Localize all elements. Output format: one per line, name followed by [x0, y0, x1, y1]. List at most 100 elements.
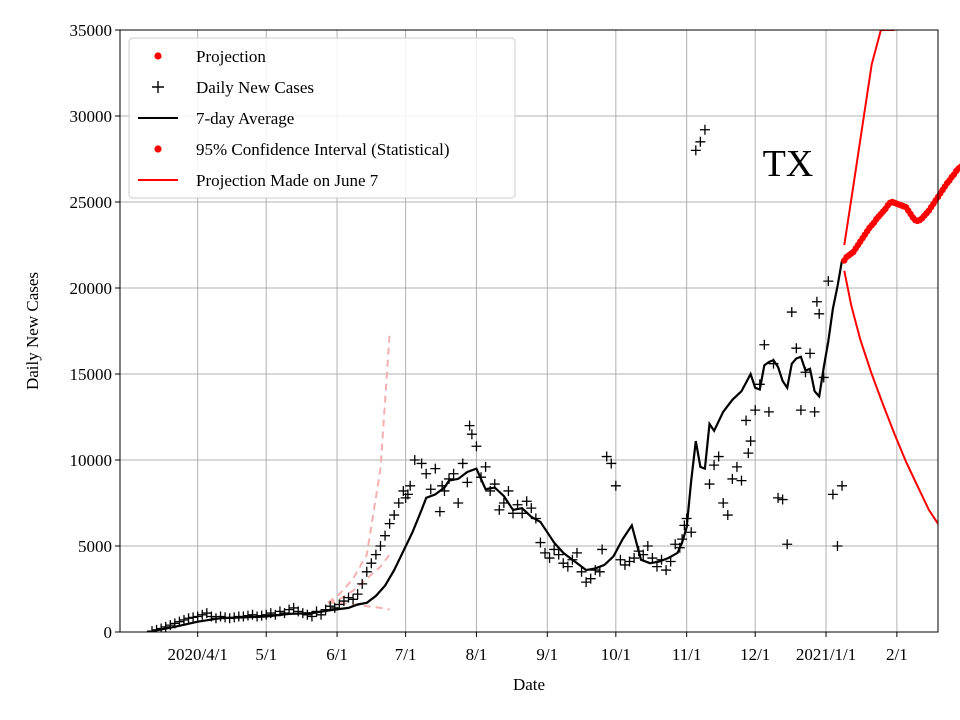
daily-case-point	[357, 578, 368, 589]
daily-case-point	[343, 592, 354, 603]
legend-label: Projection	[196, 47, 266, 66]
daily-case-point	[402, 489, 413, 500]
daily-case-point	[791, 343, 802, 354]
daily-case-point	[517, 508, 528, 519]
y-tick-label: 30000	[70, 107, 113, 126]
daily-case-point	[457, 458, 468, 469]
seven-day-average-series	[151, 260, 844, 632]
seven-day-average-line	[151, 260, 844, 632]
daily-case-point	[811, 296, 822, 307]
daily-case-point	[503, 485, 514, 496]
x-tick-label: 12/1	[740, 645, 770, 664]
daily-case-point	[261, 609, 272, 620]
daily-case-point	[393, 498, 404, 508]
daily-case-point	[448, 468, 459, 479]
daily-case-point	[421, 468, 432, 479]
daily-case-point	[539, 547, 550, 558]
daily-case-point	[480, 461, 491, 472]
daily-case-point	[699, 124, 710, 135]
daily-case-point	[690, 145, 701, 156]
x-tick-label: 2/1	[886, 645, 908, 664]
y-tick-label: 20000	[70, 279, 113, 298]
chart-annotation-tx: TX	[763, 143, 814, 185]
daily-case-point	[647, 553, 658, 564]
daily-case-point	[814, 308, 825, 319]
daily-case-point	[743, 448, 754, 459]
x-tick-label: 5/1	[255, 645, 277, 664]
y-tick-label: 5000	[78, 537, 112, 556]
daily-case-point	[805, 348, 816, 359]
daily-new-cases-series	[146, 124, 848, 632]
daily-case-point	[731, 461, 742, 472]
legend-label: Projection Made on June 7	[196, 171, 379, 190]
daily-case-point	[718, 498, 729, 508]
daily-case-point	[704, 479, 715, 490]
daily-case-point	[809, 406, 820, 417]
daily-case-point	[786, 307, 797, 318]
daily-case-point	[722, 510, 733, 521]
daily-case-point	[430, 463, 441, 474]
x-tick-label: 6/1	[326, 645, 348, 664]
daily-case-point	[471, 441, 482, 452]
projection-series	[841, 163, 960, 264]
x-axis-label: Date	[513, 675, 545, 694]
daily-case-point	[178, 614, 189, 625]
early-ci-upper-line	[327, 334, 391, 604]
daily-case-point	[562, 561, 573, 572]
daily-case-point	[553, 549, 564, 560]
daily-case-point	[709, 460, 720, 471]
daily-case-point	[606, 458, 617, 469]
x-tick-label: 2020/4/1	[167, 645, 227, 664]
daily-case-point	[576, 566, 587, 577]
x-tick-label: 8/1	[466, 645, 488, 664]
legend-label: Daily New Cases	[196, 78, 314, 97]
legend: Projection Daily New Cases 7-day Average 95…	[128, 37, 516, 199]
daily-case-point	[361, 566, 372, 577]
daily-case-point	[242, 610, 253, 621]
daily-case-point	[661, 565, 672, 576]
daily-case-point	[763, 406, 774, 417]
daily-case-point	[741, 415, 752, 426]
daily-case-point	[601, 451, 612, 462]
daily-case-point	[462, 477, 473, 488]
daily-case-point	[197, 609, 208, 620]
x-tick-label: 2021/1/1	[796, 645, 856, 664]
daily-case-point	[827, 489, 838, 500]
daily-case-point	[215, 611, 226, 622]
daily-case-point	[745, 436, 756, 447]
daily-case-point	[526, 503, 537, 514]
plot-frame	[119, 29, 939, 633]
daily-case-point	[375, 541, 386, 551]
daily-case-point	[464, 420, 475, 431]
daily-case-point	[665, 556, 676, 567]
daily-case-point	[453, 498, 464, 508]
daily-case-point	[597, 544, 608, 555]
daily-case-point	[727, 473, 738, 484]
daily-case-point	[494, 504, 505, 515]
daily-case-point	[405, 480, 416, 491]
daily-case-point	[293, 606, 304, 617]
y-axis-ticks: 0 5000 10000 15000 20000 25000 30000 35000	[70, 21, 120, 642]
daily-case-point	[247, 609, 258, 620]
daily-case-point	[837, 480, 848, 491]
daily-case-point	[759, 339, 770, 350]
y-tick-label: 10000	[70, 451, 113, 470]
y-axis-label: Daily New Cases	[23, 272, 42, 390]
daily-case-point	[188, 612, 199, 623]
legend-marker-dot	[154, 52, 162, 60]
daily-case-point	[380, 530, 391, 541]
legend-label: 95% Confidence Interval (Statistical)	[196, 140, 450, 159]
daily-case-point	[629, 553, 640, 564]
daily-case-point	[686, 527, 697, 538]
daily-case-point	[594, 566, 605, 577]
daily-case-point	[642, 541, 653, 551]
daily-case-point	[651, 561, 662, 572]
daily-case-point	[549, 544, 560, 555]
daily-case-point	[466, 429, 477, 440]
early-ci-lower-line	[327, 553, 391, 604]
daily-case-point	[544, 553, 555, 564]
daily-case-point	[409, 455, 420, 465]
legend-label: 7-day Average	[196, 109, 294, 128]
daily-case-point	[773, 492, 784, 503]
